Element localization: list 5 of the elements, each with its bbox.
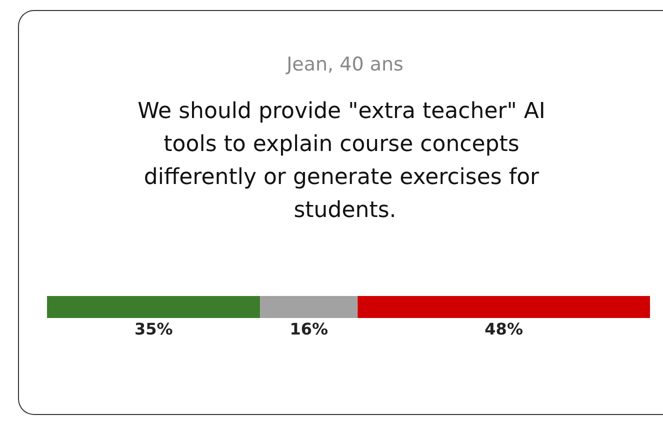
data-label: 16% (290, 320, 328, 338)
chart-subtitle: Jean, 40 ans (286, 54, 404, 76)
data-label: 48% (484, 320, 523, 338)
data-label: 35% (134, 320, 173, 338)
chart-title: We should provide "extra teacher" AI tools to explain course concepts differently or generate exercises for students. (138, 99, 552, 223)
